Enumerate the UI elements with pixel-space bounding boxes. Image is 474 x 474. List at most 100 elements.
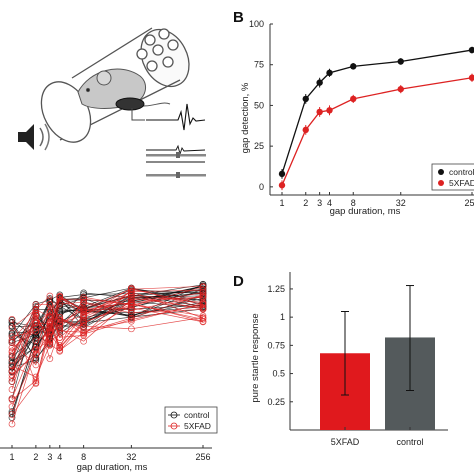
panel-c-marker <box>32 350 40 358</box>
panel-c-trace-fad <box>11 302 204 425</box>
panel-c-x-tick-label: 256 <box>195 452 210 462</box>
panel-c-xlabel: gap duration, ms <box>77 462 148 473</box>
panel-c-marker <box>46 292 54 300</box>
panel-c-trace-fad <box>11 302 204 352</box>
panel-d-y-tick-label: 0.75 <box>267 340 285 350</box>
panel-b-x-tick-label: 1 <box>279 198 284 208</box>
panel-c-marker <box>32 361 40 369</box>
panel-c-marker <box>32 327 40 335</box>
panel-b-series-line-control <box>281 49 473 175</box>
panel-c-marker <box>199 283 207 291</box>
callout-line <box>131 108 145 121</box>
panel-b-x-tick-label: 32 <box>396 198 406 208</box>
panel-c-marker <box>8 386 16 393</box>
panel-c-marker <box>199 305 207 313</box>
panel-c-marker <box>199 300 207 308</box>
panel-c-marker <box>128 309 135 317</box>
panel-b-xlabel: gap duration, ms <box>330 206 401 217</box>
speaker-icon <box>18 123 50 151</box>
panel-b-x-tick-label: 8 <box>351 198 356 208</box>
panel-b-legend-box <box>431 163 474 191</box>
tube-illustration <box>40 27 190 143</box>
panel-b-label: B <box>233 9 244 26</box>
panel-b-x-tick-label: 2 <box>303 198 308 208</box>
panel-c-x-tick-label: 1 <box>9 452 14 462</box>
panel-c-x-tick-label: 2 <box>33 452 38 462</box>
panel-c-marker <box>46 309 54 316</box>
panel-c-marker <box>128 314 135 322</box>
panel-c-marker <box>56 342 64 349</box>
panel-c-marker <box>199 293 207 301</box>
panel-c-marker <box>56 334 64 341</box>
panel-c-marker <box>46 328 54 335</box>
panel-c-legend-label: 5XFAD <box>184 421 211 431</box>
panel-b-point <box>397 85 404 93</box>
panel-c-marker <box>199 314 207 321</box>
panel-b-point <box>316 108 323 116</box>
panel-c-trace-fad <box>11 303 204 379</box>
panel-c-marker <box>8 403 16 410</box>
panel-c-marker <box>128 316 135 323</box>
panel-c-marker <box>46 340 54 348</box>
panel-b-x-tick-label: 3 <box>317 198 322 208</box>
panel-c-trace-control <box>11 308 204 399</box>
panel-b-point <box>468 74 474 81</box>
panel-c-marker <box>80 322 87 330</box>
panel-b-point <box>350 95 357 103</box>
panel-b-point <box>316 79 323 86</box>
panel-c-marker <box>128 299 135 307</box>
panel-c-marker <box>8 420 16 428</box>
panel-d-y-tick-label: 1.25 <box>267 284 285 294</box>
panel-c-marker <box>199 299 207 306</box>
panel-c-marker <box>80 293 87 301</box>
panel-c-marker <box>32 377 40 384</box>
panel-c-legend-label: control <box>184 410 210 420</box>
panel-b-point <box>326 107 333 114</box>
panel-c-marker <box>80 299 87 307</box>
panel-c-marker <box>8 371 16 379</box>
panel-c-marker <box>8 316 16 323</box>
panel-a-illustration <box>18 27 206 178</box>
panel-c-marker <box>8 374 16 382</box>
panel-c-trace-fad <box>11 294 204 407</box>
panel-c-marker <box>128 325 135 333</box>
panel-b-point <box>468 46 474 54</box>
panel-c-marker <box>199 318 207 325</box>
panel-b-point <box>350 63 357 70</box>
panel-c-marker <box>8 378 16 385</box>
panel-c-marker <box>32 306 40 313</box>
panel-c-marker <box>8 351 16 359</box>
panel-b-y-tick-label: 50 <box>254 100 264 110</box>
panel-c-marker <box>8 356 16 364</box>
panel-c-trace-control <box>11 304 204 368</box>
panel-d-y-tick-label: 0.25 <box>267 397 285 407</box>
panel-c-marker <box>8 414 16 421</box>
response-traces <box>146 103 206 163</box>
panel-c-trace-fad <box>11 292 204 399</box>
panel-d-label: D <box>233 273 244 290</box>
panel-d-category-label: control <box>396 437 423 447</box>
panel-c-marker <box>128 307 135 314</box>
panel-d-y-tick-label: 0.5 <box>272 369 285 379</box>
stimulus-markers <box>146 152 206 178</box>
panel-c-marker <box>80 312 87 319</box>
panel-b-point <box>326 69 333 77</box>
panel-b-point <box>302 95 309 103</box>
panel-c-marker <box>8 336 16 344</box>
panel-b-x-tick-label: 256 <box>464 198 474 208</box>
panel-c-marker <box>199 291 207 298</box>
panel-b-y-tick-label: 100 <box>249 19 264 29</box>
panel-d-category-label: 5XFAD <box>331 437 360 447</box>
panel-b-point <box>278 182 286 189</box>
panel-c-marker <box>32 319 40 326</box>
panel-c-marker <box>32 301 40 309</box>
panel-b-y-tick-label: 75 <box>254 60 264 70</box>
panel-c-marker <box>8 324 16 332</box>
panel-c-marker <box>56 316 64 324</box>
panel-c-marker <box>199 312 207 320</box>
panel-c-marker <box>46 313 54 321</box>
panel-c-x-tick-label: 32 <box>126 452 136 462</box>
panel-b-y-tick-label: 0 <box>259 182 264 192</box>
